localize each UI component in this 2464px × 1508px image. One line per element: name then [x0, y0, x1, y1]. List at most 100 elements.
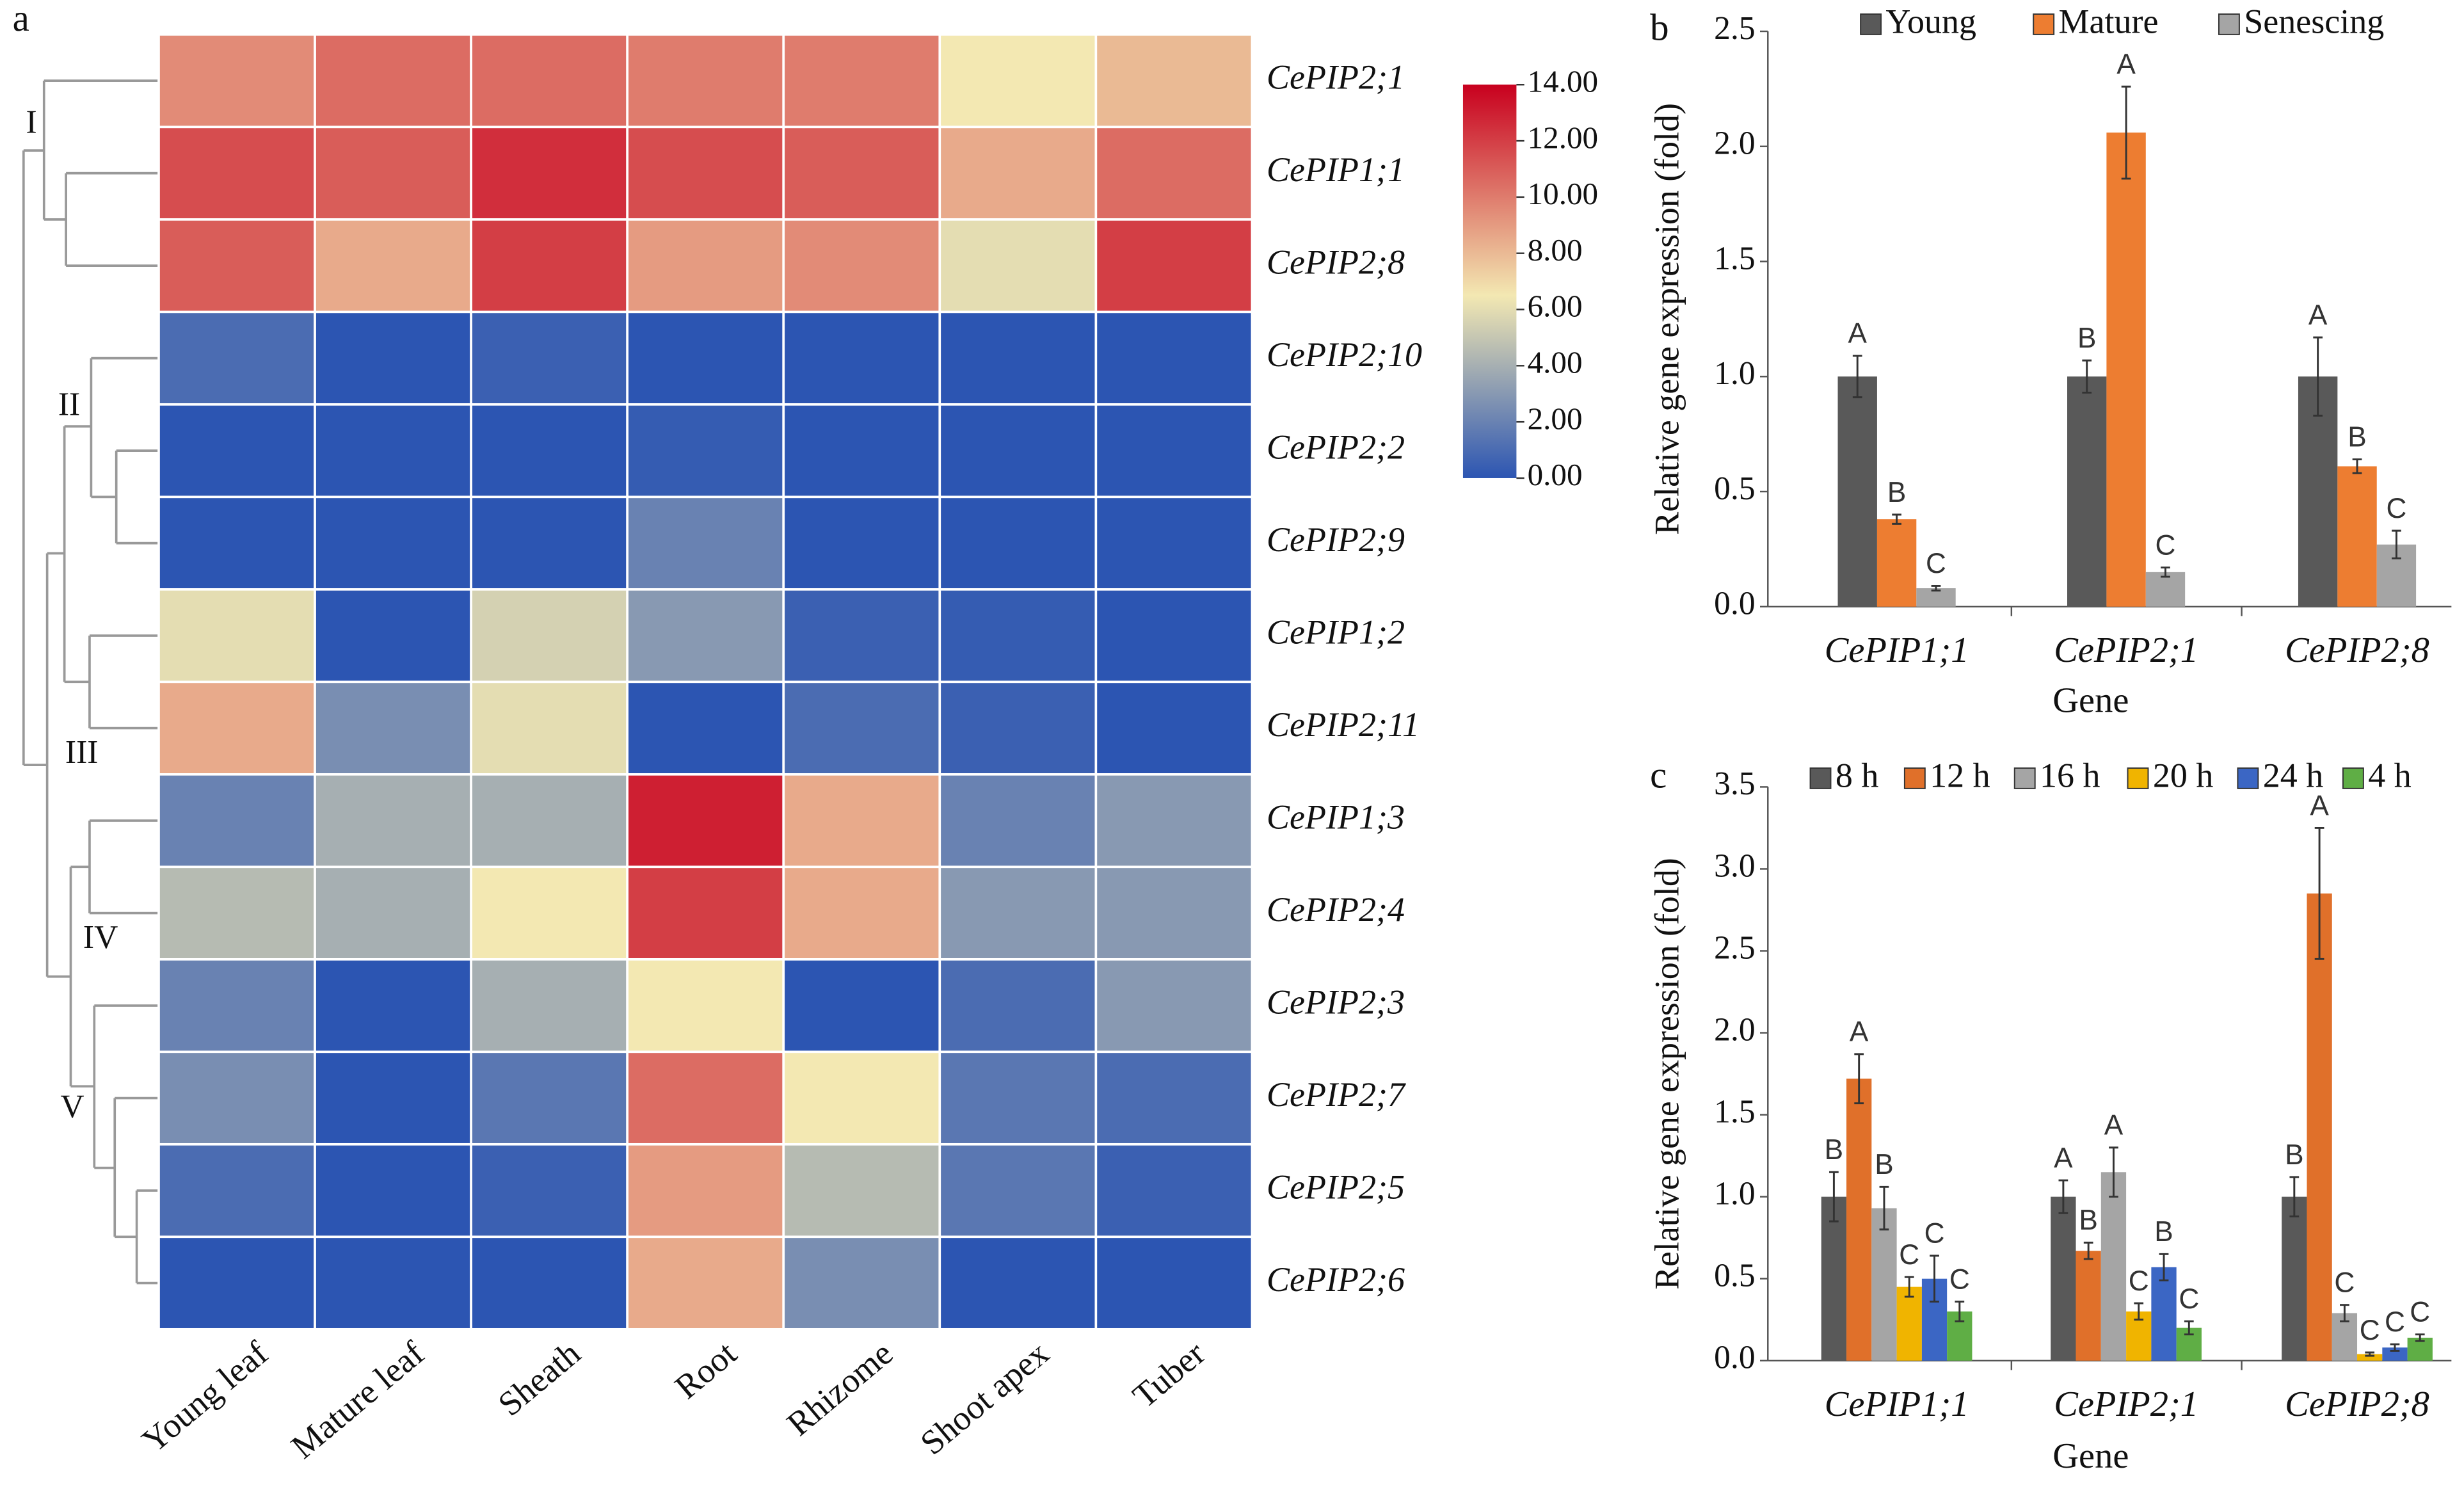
heatmap-cell	[938, 773, 1098, 869]
heatmap-cell	[782, 33, 941, 129]
legend-swatch	[2127, 767, 2149, 789]
colorbar-tick-label: 2.00	[1528, 401, 1583, 436]
heatmap-cell	[314, 125, 472, 221]
column-label: Root	[668, 1334, 744, 1406]
heatmap-cell	[157, 33, 316, 129]
heatmap-cell	[938, 33, 1098, 129]
bar	[2145, 572, 2186, 607]
bar	[2076, 1251, 2101, 1361]
heatmap-cell	[1094, 773, 1254, 869]
heatmap-cell	[782, 865, 941, 961]
heatmap-cell	[314, 495, 472, 591]
heatmap-cell	[470, 588, 629, 684]
significance-label: A	[2310, 790, 2329, 821]
row-label: CePIP2;11	[1267, 705, 1420, 744]
colorbar-tick-label: 0.00	[1528, 457, 1583, 492]
heatmap-cell	[157, 1050, 316, 1146]
bar	[1896, 1287, 1922, 1361]
heatmap-cell	[157, 495, 316, 591]
heatmap-cell	[157, 125, 316, 221]
bar	[1846, 1079, 1872, 1361]
y-tick-label: 1.5	[1714, 240, 1755, 277]
bar	[2067, 376, 2107, 607]
x-tick-label: CePIP2;1	[2054, 1384, 2198, 1424]
error-bar	[2390, 1343, 2400, 1352]
error-bar	[2289, 1176, 2300, 1217]
heatmap-cell	[470, 680, 629, 776]
bar	[2282, 1196, 2307, 1361]
y-tick-label: 2.0	[1714, 1011, 1755, 1048]
heatmap-cell	[157, 1143, 316, 1239]
colorbar-tick-label: 8.00	[1528, 232, 1583, 268]
error-bar	[2161, 566, 2170, 578]
error-bar	[1955, 1301, 1965, 1322]
significance-label: C	[2410, 1297, 2430, 1328]
y-tick-label: 0.5	[1714, 470, 1755, 507]
x-tick-label: CePIP1;1	[1825, 1384, 1969, 1424]
legend-label: Young	[1885, 3, 1976, 41]
significance-label: B	[2154, 1216, 2173, 1247]
significance-label: C	[2334, 1267, 2355, 1299]
bar	[2151, 1267, 2177, 1361]
heatmap-cell	[782, 1143, 941, 1239]
heatmap-cell	[938, 495, 1098, 591]
bar	[1871, 1208, 1897, 1361]
heatmap-cell	[938, 865, 1098, 961]
heatmap-cell	[938, 1050, 1098, 1146]
heatmap-cell	[314, 310, 472, 406]
row-label: CePIP2;10	[1267, 335, 1422, 374]
error-bar	[2134, 1302, 2144, 1321]
heatmap-cell	[938, 1235, 1098, 1331]
legend-label: Senescing	[2244, 3, 2384, 41]
y-tick-label: 2.0	[1714, 125, 1755, 162]
legend-label: 12 h	[1930, 757, 1990, 795]
heatmap-cell	[626, 1235, 785, 1331]
error-bar	[1904, 1276, 1914, 1298]
y-tick-label: 3.0	[1714, 847, 1755, 884]
heatmap-cell	[314, 958, 472, 1054]
heatmap-cell	[938, 588, 1098, 684]
heatmap-cell	[938, 1143, 1098, 1239]
heatmap-cell	[157, 865, 316, 961]
heatmap-cell	[314, 1143, 472, 1239]
y-tick-label: 1.5	[1714, 1093, 1755, 1130]
heatmap-cell	[470, 218, 629, 314]
heatmap-cell	[626, 218, 785, 314]
heatmap-cell	[1094, 1235, 1254, 1331]
heatmap-cell	[626, 33, 785, 129]
significance-label: C	[2386, 493, 2406, 524]
colorbar-tick-label: 12.00	[1528, 120, 1598, 155]
bar	[2100, 1172, 2127, 1361]
panel-letter: c	[1650, 755, 1667, 796]
heatmap-cell	[470, 403, 629, 499]
significance-label: B	[2348, 422, 2366, 453]
heatmap-cell	[626, 495, 785, 591]
significance-label: C	[2385, 1306, 2405, 1338]
heatmap-cell	[1094, 958, 1254, 1054]
heatmap-cell	[1094, 33, 1254, 129]
legend-label: 24 h	[2263, 757, 2324, 795]
legend-label: 4 h	[2368, 757, 2412, 795]
legend-label: Mature	[2059, 3, 2159, 41]
colorbar-tick-label: 6.00	[1528, 289, 1583, 324]
colorbar	[1462, 84, 1517, 478]
heatmap-cell	[470, 1143, 629, 1239]
heatmap-cell	[782, 588, 941, 684]
significance-label: B	[1825, 1134, 1843, 1166]
row-label: CePIP1;3	[1267, 798, 1405, 837]
row-label: CePIP2;8	[1267, 243, 1405, 282]
significance-label: C	[1899, 1239, 1919, 1271]
heatmap-cell	[470, 33, 629, 129]
column-label: Shoot apex	[913, 1334, 1057, 1463]
heatmap-cell	[314, 1235, 472, 1331]
significance-label: A	[2116, 49, 2136, 80]
y-tick-label: 0.0	[1714, 1340, 1755, 1376]
error-bar	[2083, 1241, 2093, 1260]
error-bar	[2392, 529, 2401, 559]
heatmap-cell	[626, 1050, 785, 1146]
error-bar	[1892, 513, 1901, 525]
heatmap-cell	[470, 773, 629, 869]
heatmap-cell	[314, 403, 472, 499]
bar	[1837, 376, 1877, 607]
